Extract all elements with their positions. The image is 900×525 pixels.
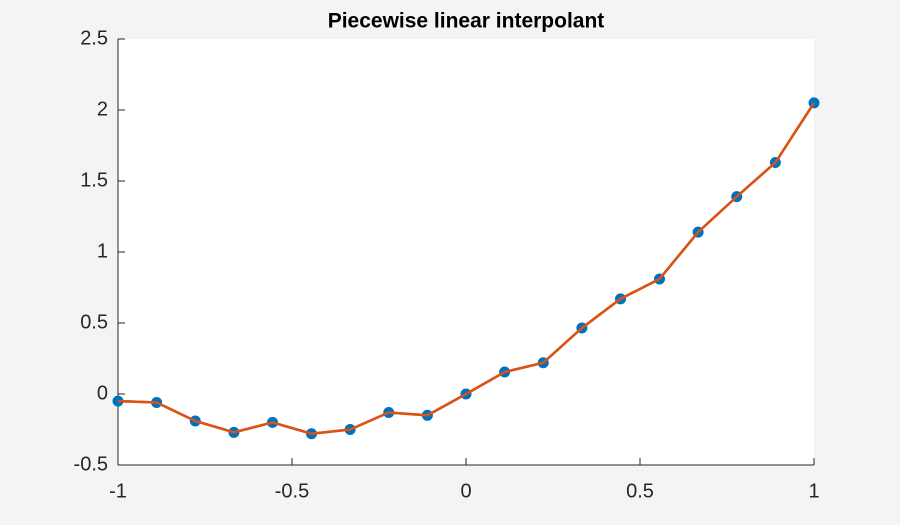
interpolant-line-overlay bbox=[117, 102, 816, 436]
y-tick-label: 0 bbox=[97, 382, 108, 404]
y-tick-label: 2 bbox=[97, 98, 108, 120]
plot-area bbox=[118, 39, 814, 465]
y-tick-label: -0.5 bbox=[74, 453, 108, 475]
chart-title: Piecewise linear interpolant bbox=[328, 10, 605, 33]
y-tick-label: 1 bbox=[97, 240, 108, 262]
y-tick-label: 2.5 bbox=[80, 27, 108, 49]
x-tick-label: 0 bbox=[460, 480, 471, 502]
x-tick-label: 0.5 bbox=[626, 480, 654, 502]
x-tick-label: -0.5 bbox=[275, 480, 309, 502]
x-tick-label: 1 bbox=[808, 480, 819, 502]
y-tick-label: 0.5 bbox=[80, 311, 108, 333]
y-tick-label: 1.5 bbox=[80, 169, 108, 191]
x-tick-label: -1 bbox=[109, 480, 127, 502]
